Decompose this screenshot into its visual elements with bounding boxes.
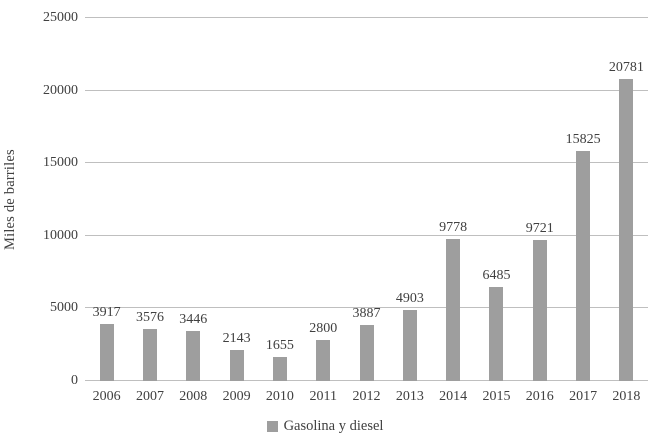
bars: 3917 3576 3446 2143 1655 2800 3887 4903 9778 6485… [85,18,648,381]
bar-value-label: 3917 [92,305,121,321]
legend-swatch-icon [266,421,278,432]
bar-value-label: 3446 [179,311,208,327]
bar-value-label: 9721 [525,220,554,236]
x-tick-label: 2015 [482,389,511,404]
bar [402,309,417,381]
bar-group: 4903 [388,18,431,381]
gridline [85,162,648,164]
bar-group: 9778 [432,18,475,381]
y-tick-label: 10000 [43,227,78,243]
x-tick-label: 2016 [525,389,554,404]
bar-group: 9721 [518,18,561,381]
x-tick-label: 2009 [222,389,251,404]
bar-group: 3576 [128,18,171,381]
x-tick-label: 2014 [439,389,468,404]
bar-value-label: 9778 [439,220,468,236]
gridline [85,17,648,18]
bar-value-label: 6485 [482,267,511,283]
x-tick-label: 2010 [265,389,294,404]
x-axis-labels: 2006 2007 2008 2009 2010 2011 2012 2013 2014 2015… [85,388,648,406]
bar-value-label: 2800 [309,321,338,337]
bar-group: 15825 [561,18,604,381]
bar-value-label: 4903 [395,290,424,306]
y-axis-tick-labels: 0 5000 10000 15000 20000 25000 [0,0,78,442]
bar-value-label: 15825 [565,132,601,148]
bar [229,349,244,381]
legend: Gasolina y diesel [0,418,650,435]
y-tick-label: 5000 [50,300,78,316]
bar-group: 2143 [215,18,258,381]
bar [142,329,157,381]
y-tick-label: 25000 [43,10,78,25]
y-tick-label: 20000 [43,82,78,98]
bar-group: 3917 [85,18,128,381]
x-tick-label: 2013 [395,389,424,404]
y-tick-label: 15000 [43,155,78,171]
x-tick-label: 2018 [612,389,641,404]
bar-group: 1655 [258,18,301,381]
bar [99,324,114,381]
x-tick-label: 2006 [92,389,121,404]
y-tick-label: 0 [71,373,78,388]
x-tick-label: 2008 [179,389,208,404]
bar-value-label: 3887 [352,305,381,321]
gridline [85,307,648,309]
bar [186,330,201,381]
bar-value-label: 3576 [135,310,164,326]
bar-group: 3446 [172,18,215,381]
bar [272,356,287,381]
x-tick-label: 2007 [135,389,164,404]
bar [576,151,591,381]
legend-label: Gasolina y diesel [283,418,384,434]
gridline [85,89,648,91]
bar-value-label: 20781 [608,60,644,76]
bar [446,239,461,381]
bar [532,239,547,381]
bar-group: 3887 [345,18,388,381]
bar-group: 20781 [605,18,648,381]
bar-value-label: 1655 [265,337,294,353]
x-tick-label: 2012 [352,389,381,404]
x-tick-label: 2011 [309,389,337,404]
bar [619,79,634,381]
bar-value-label: 2143 [222,330,251,346]
gridline [85,234,648,236]
bar [359,324,374,381]
bar-group: 2800 [302,18,345,381]
bar [489,286,504,381]
plot-area: 3917 3576 3446 2143 1655 2800 3887 4903 9778 6485… [85,17,648,381]
bar-group: 6485 [475,18,518,381]
x-tick-label: 2017 [569,389,598,404]
bar [316,340,331,381]
